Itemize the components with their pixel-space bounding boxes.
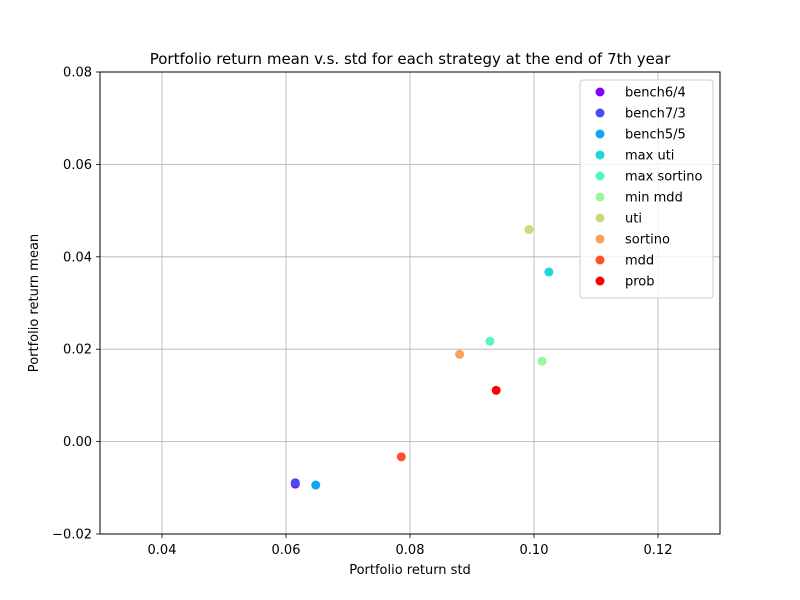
- legend-marker: [595, 150, 605, 160]
- legend-marker: [595, 213, 605, 223]
- data-point: [491, 385, 501, 395]
- x-tick-label: 0.06: [272, 543, 301, 558]
- legend-marker: [595, 234, 605, 244]
- y-tick-label: 0.06: [63, 158, 92, 173]
- data-point: [485, 336, 495, 346]
- y-tick-label: 0.02: [63, 343, 92, 358]
- legend-label: min mdd: [625, 191, 683, 206]
- legend-marker: [595, 192, 605, 202]
- legend-box: [579, 79, 714, 299]
- data-point: [311, 480, 321, 490]
- legend-label: max sortino: [625, 170, 702, 185]
- legend-label: uti: [625, 212, 642, 227]
- y-tick-label: 0.08: [63, 66, 92, 81]
- data-point: [544, 267, 554, 277]
- y-tick-label: 0.00: [63, 435, 92, 450]
- x-tick-label: 0.12: [644, 543, 673, 558]
- legend-marker: [595, 87, 605, 97]
- y-tick-label: 0.04: [63, 250, 92, 265]
- legend-label: bench5/5: [625, 128, 686, 143]
- data-point: [290, 478, 300, 488]
- x-tick-label: 0.04: [148, 543, 177, 558]
- legend-label: mdd: [625, 254, 654, 269]
- axis-ticks: 0.04 0.06 0.08 0.10 0.12 −0.02 0.00 0.02 0.04 0.0…: [52, 66, 672, 559]
- legend-label: prob: [625, 275, 655, 290]
- x-tick-label: 0.08: [396, 543, 425, 558]
- x-axis-label: Portfolio return std: [349, 563, 471, 578]
- legend-label: sortino: [625, 233, 670, 248]
- legend-label: bench7/3: [625, 107, 686, 122]
- legend-marker: [595, 129, 605, 139]
- data-point: [524, 225, 534, 235]
- legend-marker: [595, 108, 605, 118]
- data-point: [455, 349, 465, 359]
- legend-label: max uti: [625, 149, 674, 164]
- data-point: [396, 452, 406, 462]
- legend-marker: [595, 276, 605, 286]
- legend-marker: [595, 255, 605, 265]
- legend: bench6/4 bench7/3 bench5/5 max uti max sorti…: [579, 79, 714, 299]
- y-tick-label: −0.02: [52, 528, 92, 543]
- legend-label: bench6/4: [625, 86, 686, 101]
- x-tick-label: 0.10: [520, 543, 549, 558]
- data-points: [290, 225, 554, 490]
- chart-title: Portfolio return mean v.s. std for each …: [150, 50, 671, 68]
- y-axis-label: Portfolio return mean: [27, 234, 42, 372]
- legend-marker: [595, 171, 605, 181]
- data-point: [537, 356, 547, 366]
